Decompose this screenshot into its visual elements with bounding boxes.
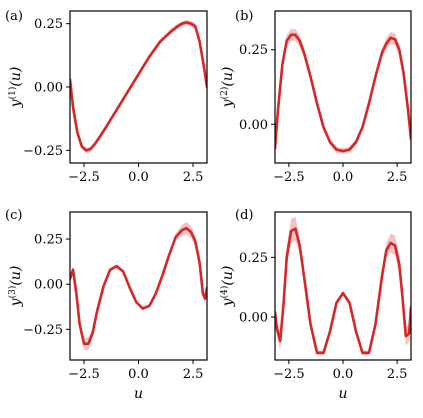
y-tick-label: 0.00 — [34, 81, 63, 96]
series-1-band — [275, 28, 411, 158]
y-axis-label: y(3)(u) — [7, 266, 24, 308]
axes-frame — [69, 10, 208, 164]
x-tick-label: 2.5 — [183, 367, 204, 382]
panel-1: −2.5 0.0 2.5 −0.25 0.00 0.25 (a) y(1)(u) — [5, 9, 208, 185]
x-tick-label: 2.5 — [183, 170, 204, 185]
x-axis-label: u — [134, 386, 143, 402]
x-axis-label: u — [338, 386, 347, 402]
y-tick-label: 0.25 — [34, 17, 63, 32]
y-axis-label: y(1)(u) — [7, 67, 24, 109]
panel-4: −2.5 0.0 2.5 0.00 0.25 (d) y(4)(u) u — [219, 208, 412, 402]
x-tick-label: 0.0 — [128, 170, 149, 185]
panel-label: (b) — [235, 9, 253, 24]
panel-label: (d) — [235, 208, 253, 223]
series-1-band — [70, 221, 207, 351]
x-tick-label: 0.0 — [333, 367, 354, 382]
y-axis-label: y(4)(u) — [219, 266, 236, 308]
plot-area — [275, 216, 411, 356]
y-tick-label: −0.25 — [23, 323, 63, 338]
panel-3: −2.5 0.0 2.5 −0.25 0.00 0.25 (c) y(3)(u) u — [5, 208, 208, 402]
panel-label: (c) — [5, 208, 22, 223]
x-tick-label: −2.5 — [68, 170, 100, 185]
y-tick-label: 0.00 — [34, 278, 63, 293]
y-tick-label: 0.25 — [239, 43, 268, 58]
y-tick-label: −0.25 — [23, 144, 63, 159]
x-tick-label: 2.5 — [387, 367, 408, 382]
panel-label: (a) — [5, 9, 23, 24]
series-1-band — [70, 19, 207, 153]
x-tick-label: 0.0 — [333, 170, 354, 185]
y-axis-label: y(2)(u) — [219, 67, 236, 109]
series-1-band — [275, 216, 411, 356]
series-1-line — [70, 21, 207, 152]
series-1-line — [70, 226, 207, 346]
x-tick-label: −2.5 — [68, 367, 100, 382]
plot-area — [70, 19, 207, 153]
series-1-line — [275, 227, 411, 355]
x-tick-label: −2.5 — [273, 367, 305, 382]
y-tick-label: 0.00 — [239, 118, 268, 133]
x-tick-label: −2.5 — [273, 170, 305, 185]
y-tick-label: 0.25 — [239, 251, 268, 266]
panel-2: −2.5 0.0 2.5 0.00 0.25 (b) y(2)(u) — [219, 9, 412, 185]
plot-area — [70, 221, 207, 351]
series-1-line — [275, 33, 411, 153]
plot-area — [275, 28, 411, 158]
y-tick-label: 0.25 — [34, 233, 63, 248]
y-tick-label: 0.00 — [239, 311, 268, 326]
x-tick-label: 2.5 — [387, 170, 408, 185]
x-tick-label: 0.0 — [128, 367, 149, 382]
